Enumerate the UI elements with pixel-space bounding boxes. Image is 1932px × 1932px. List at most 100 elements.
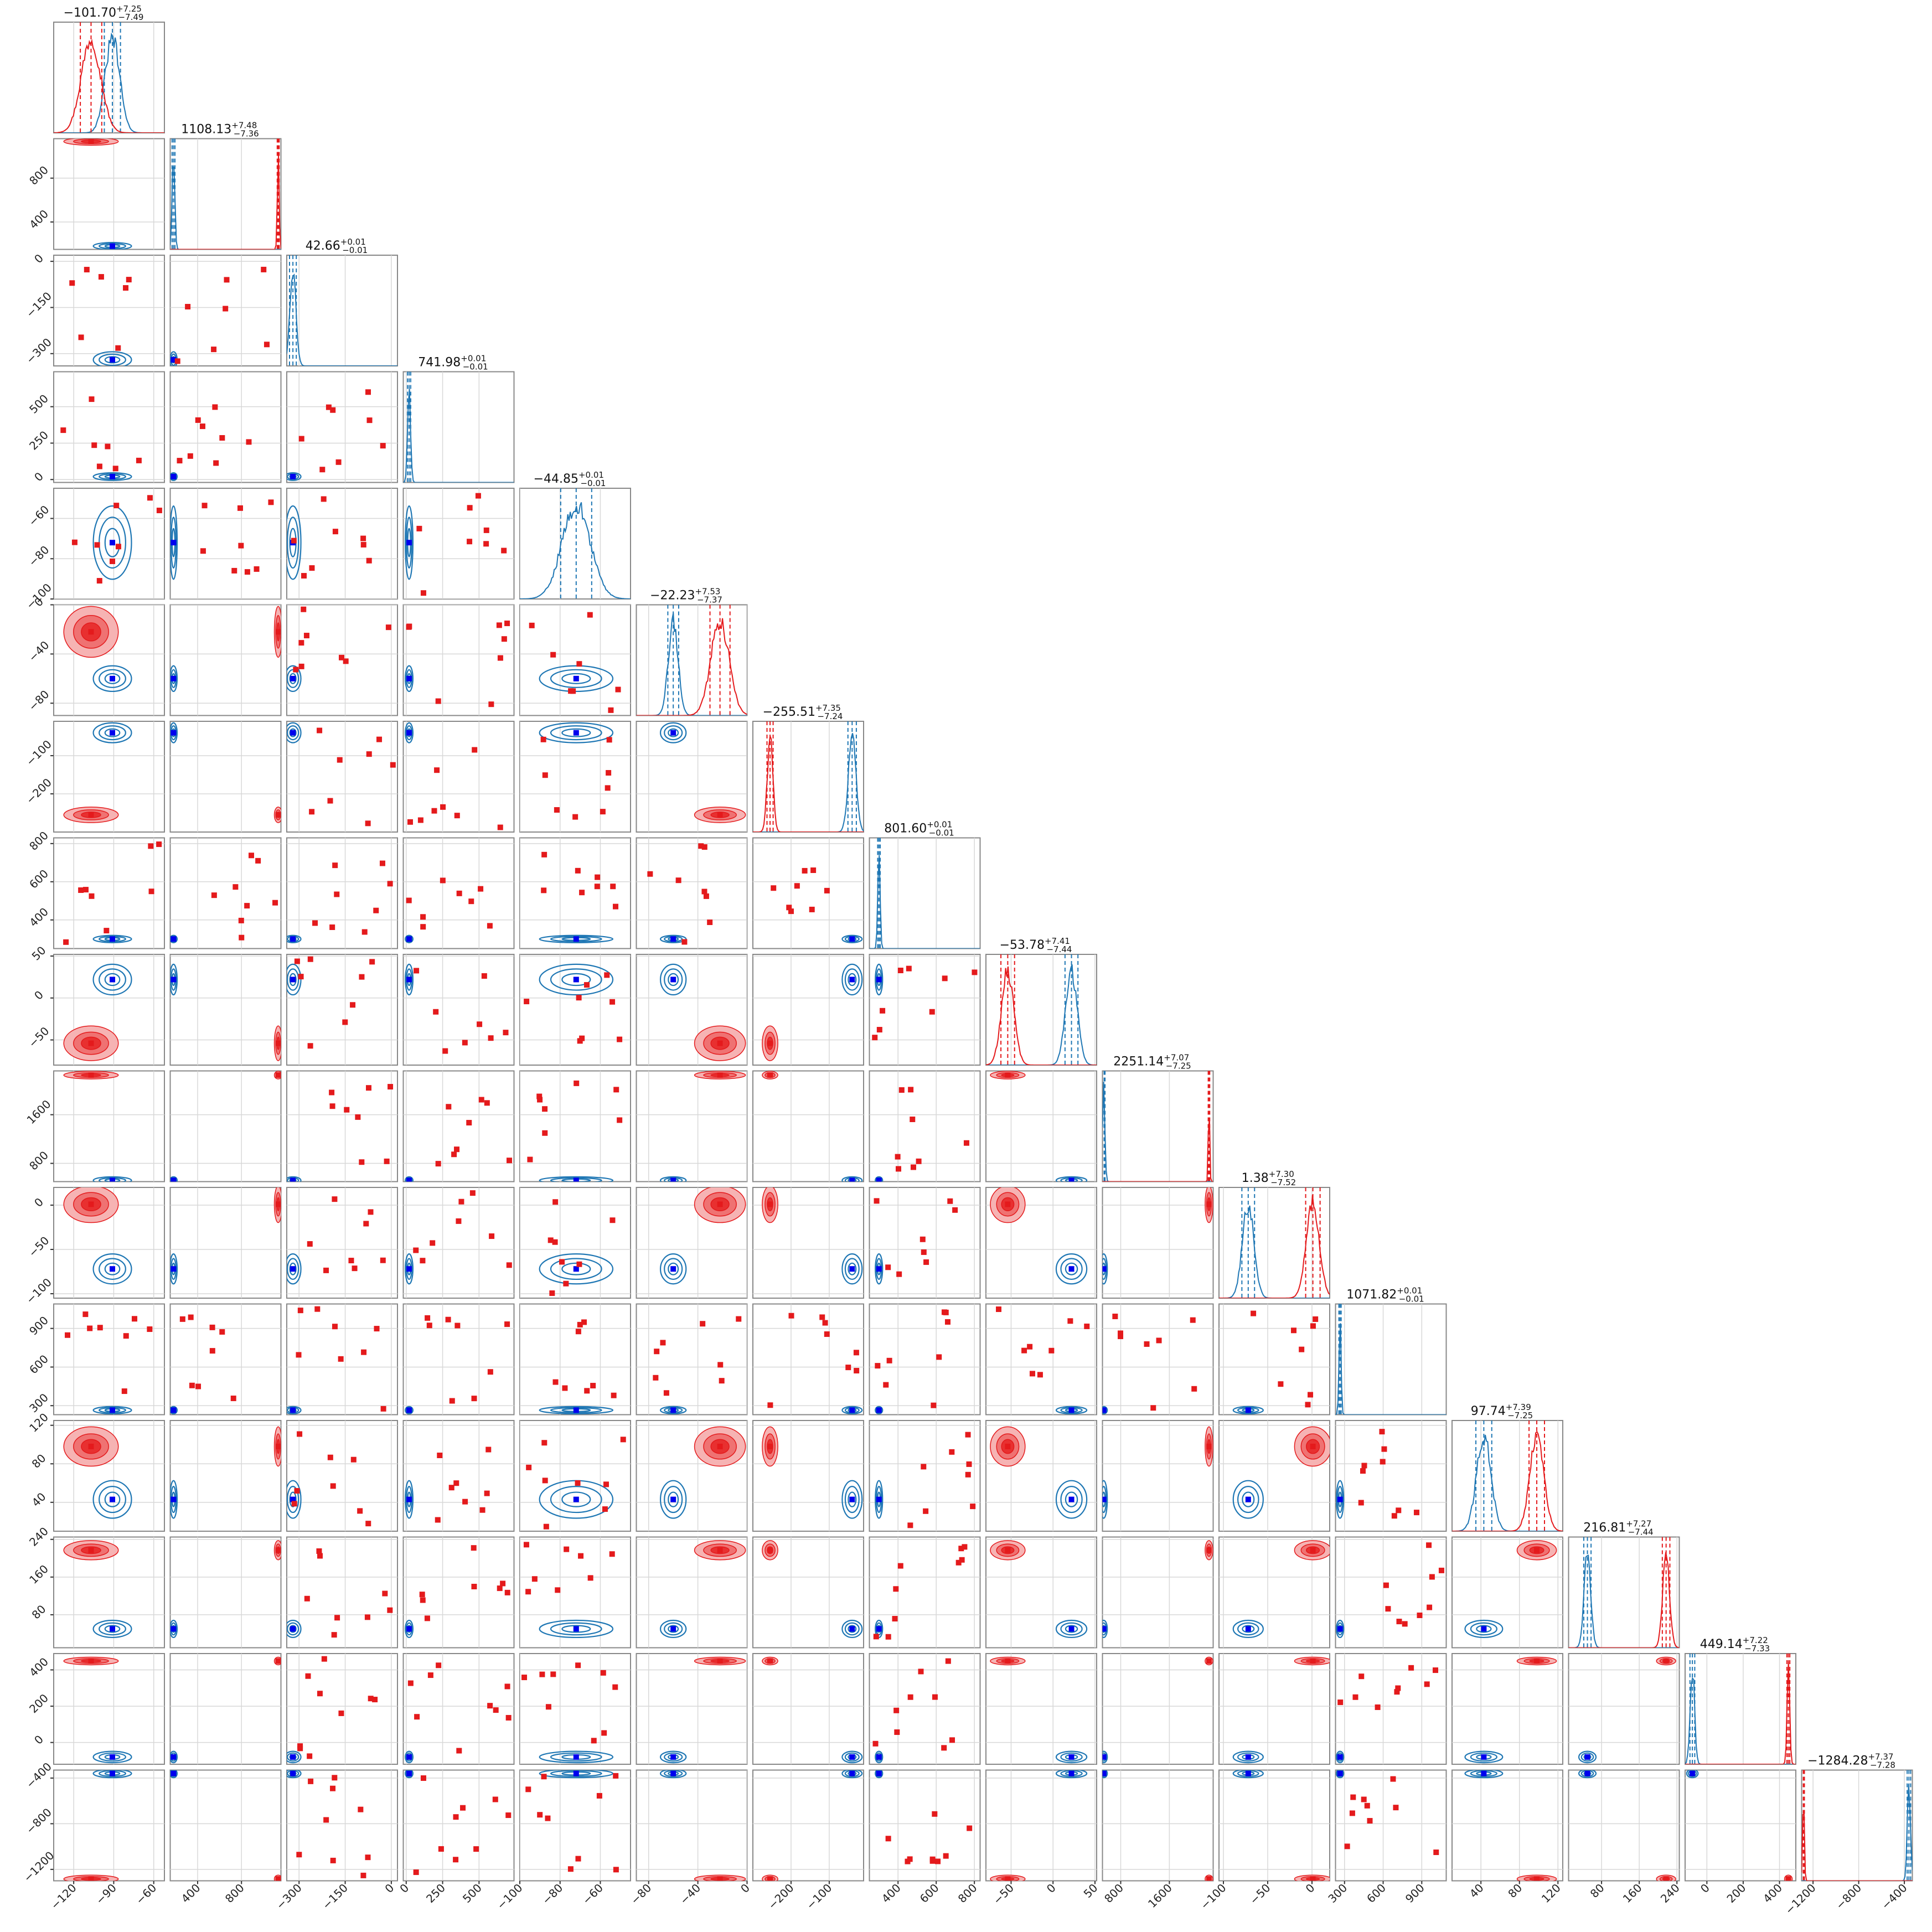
blue-contour xyxy=(875,1480,884,1519)
red-outlier-marker xyxy=(244,903,250,909)
red-outlier-marker xyxy=(612,1684,618,1690)
blue-contour xyxy=(664,1752,683,1762)
panel-12-0: 40 80 120 xyxy=(27,1411,165,1532)
red-outlier-marker xyxy=(82,1311,89,1318)
red-outlier-marker xyxy=(810,867,817,874)
red-outlier-marker xyxy=(298,974,304,980)
red-outlier-marker xyxy=(307,1241,313,1247)
blue-truth-marker xyxy=(406,1177,412,1182)
panel-content xyxy=(753,1770,864,1881)
red-outlier-marker xyxy=(907,1694,913,1700)
blue-contour xyxy=(92,241,132,250)
red-outlier-marker xyxy=(945,1658,951,1664)
blue-contour xyxy=(170,963,178,996)
blue-truth-marker xyxy=(573,1754,579,1760)
red-outlier-marker xyxy=(594,884,600,890)
red-outlier-marker xyxy=(96,463,102,469)
blue-contour xyxy=(405,722,414,743)
panel-frame xyxy=(169,1303,282,1416)
red-outlier-marker xyxy=(873,1634,879,1640)
red-outlier-marker xyxy=(581,1319,587,1325)
red-outlier-marker xyxy=(872,1740,879,1747)
red-outlier-marker xyxy=(575,1856,581,1862)
x-tick-label: −60 xyxy=(133,1881,159,1907)
panel-frame xyxy=(1335,1303,1447,1416)
red-outlier-marker xyxy=(932,1811,938,1817)
panel-content xyxy=(1219,1537,1330,1648)
blue-contour xyxy=(841,1176,863,1182)
red-outlier-marker xyxy=(567,1866,574,1872)
red-outlier-marker xyxy=(542,772,548,778)
red-outlier-marker xyxy=(374,1326,380,1332)
panel-title: 216.81+7.27 −7.44 xyxy=(1583,1519,1653,1537)
blue-truth-marker xyxy=(110,1266,116,1272)
x-tick-label: 400 xyxy=(179,1881,203,1905)
panel-3-3: 741.98+0.01 −0.01 xyxy=(402,354,515,483)
red-outlier-marker xyxy=(1361,1796,1367,1802)
blue-contour xyxy=(1102,1770,1108,1779)
red-outlier-marker xyxy=(575,1329,581,1335)
red-outlier-marker xyxy=(316,1548,322,1554)
panel-9-6 xyxy=(752,1070,864,1182)
blue-truth-marker xyxy=(1068,1496,1075,1502)
panel-frame xyxy=(636,1769,748,1882)
red-outlier-marker xyxy=(390,762,396,768)
red-outlier-marker xyxy=(471,1583,477,1589)
y-tick-label: 400 xyxy=(27,207,51,231)
y-tick-label: −300 xyxy=(23,335,54,366)
red-outlier-marker xyxy=(1364,1802,1370,1809)
red-outlier-marker xyxy=(802,867,808,874)
x-tick-label: 400 xyxy=(1760,1881,1785,1905)
red-outlier-marker xyxy=(564,1546,570,1552)
red-truth-marker xyxy=(1663,1876,1669,1881)
red-outlier-marker xyxy=(359,1159,365,1165)
blue-contour xyxy=(1464,1750,1504,1764)
red-truth-marker xyxy=(1206,1658,1212,1664)
panel-frame xyxy=(402,1420,515,1532)
red-outlier-marker xyxy=(344,1107,350,1113)
y-tick-label: −100 xyxy=(23,1275,54,1306)
panel-9-3 xyxy=(402,1070,515,1182)
panel-content xyxy=(1335,1654,1447,1764)
panel-10-6 xyxy=(752,1187,864,1299)
panel-12-9 xyxy=(1102,1420,1214,1532)
x-tick-label: 800 xyxy=(955,1881,980,1905)
blue-contour xyxy=(1232,1619,1264,1639)
panel-content xyxy=(1102,1654,1213,1764)
panel-content xyxy=(403,1654,514,1764)
panel-9-1 xyxy=(169,1070,282,1182)
blue-contour xyxy=(550,725,602,741)
panel-11-11: 1071.82+0.01 −0.01 xyxy=(1335,1286,1447,1416)
panel-content xyxy=(753,1420,864,1531)
red-outlier-marker xyxy=(487,1703,493,1709)
red-outlier-marker xyxy=(880,1008,886,1014)
blue-contour xyxy=(405,1176,414,1182)
red-outlier-marker xyxy=(1156,1337,1162,1344)
blue-truth-marker xyxy=(849,1177,855,1182)
red-outlier-marker xyxy=(454,813,460,819)
red-outlier-marker xyxy=(892,1616,898,1622)
blue-truth-marker xyxy=(849,1496,855,1502)
x-tick-label: 800 xyxy=(223,1881,247,1905)
red-outlier-marker xyxy=(435,698,441,704)
panel-9-4 xyxy=(519,1070,631,1182)
red-outlier-marker xyxy=(331,1632,337,1638)
red-outlier-marker xyxy=(294,1488,300,1494)
panel-12-2 xyxy=(286,1420,398,1532)
red-outlier-marker xyxy=(307,956,313,962)
red-outlier-marker xyxy=(1299,1346,1305,1352)
panel-13-2 xyxy=(286,1536,398,1649)
red-outlier-marker xyxy=(309,809,315,815)
red-outlier-marker xyxy=(574,1080,580,1086)
red-outlier-marker xyxy=(898,1087,905,1093)
x-tick-label: 50 xyxy=(1081,1881,1101,1900)
panel-7-6 xyxy=(752,837,864,949)
panel-frame xyxy=(869,1070,981,1182)
x-tick-label: −80 xyxy=(628,1881,654,1907)
panel-frame xyxy=(53,488,165,600)
red-outlier-marker xyxy=(261,266,267,272)
red-outlier-marker xyxy=(572,814,578,820)
red-outlier-marker xyxy=(456,1748,462,1754)
panel-frame xyxy=(286,488,398,600)
red-truth-marker xyxy=(1534,1547,1540,1553)
